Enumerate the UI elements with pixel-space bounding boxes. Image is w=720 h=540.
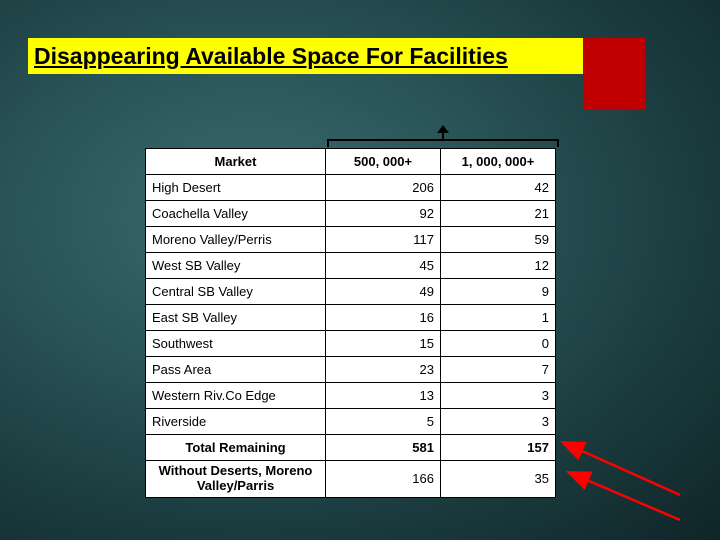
- cell-1m: 12: [441, 253, 556, 279]
- cell-500k: 13: [326, 383, 441, 409]
- col-header-market: Market: [146, 149, 326, 175]
- cell-market: West SB Valley: [146, 253, 326, 279]
- accent-block: [583, 38, 645, 110]
- page-title: Disappearing Available Space For Facilit…: [34, 43, 508, 70]
- cell-1m: 3: [441, 409, 556, 435]
- cell-market: East SB Valley: [146, 305, 326, 331]
- cell-500k: 206: [326, 175, 441, 201]
- cell-1m: 9: [441, 279, 556, 305]
- cell-500k: 5: [326, 409, 441, 435]
- table-row: East SB Valley161: [146, 305, 556, 331]
- col-header-500k: 500, 000+: [326, 149, 441, 175]
- col-header-1m: 1, 000, 000+: [441, 149, 556, 175]
- table-row: Central SB Valley499: [146, 279, 556, 305]
- cell-1m: 7: [441, 357, 556, 383]
- cell-without-label: Without Deserts, Moreno Valley/Parris: [146, 461, 326, 498]
- cell-1m: 21: [441, 201, 556, 227]
- cell-market: High Desert: [146, 175, 326, 201]
- cell-market: Central SB Valley: [146, 279, 326, 305]
- table-row: Coachella Valley9221: [146, 201, 556, 227]
- cell-total-1m: 157: [441, 435, 556, 461]
- title-bar: Disappearing Available Space For Facilit…: [28, 38, 583, 74]
- table-row: West SB Valley4512: [146, 253, 556, 279]
- cell-1m: 1: [441, 305, 556, 331]
- cell-total-500k: 581: [326, 435, 441, 461]
- cell-500k: 16: [326, 305, 441, 331]
- cell-market: Southwest: [146, 331, 326, 357]
- cell-market: Coachella Valley: [146, 201, 326, 227]
- cell-market: Pass Area: [146, 357, 326, 383]
- cell-without-1m: 35: [441, 461, 556, 498]
- cell-1m: 59: [441, 227, 556, 253]
- cell-1m: 42: [441, 175, 556, 201]
- facilities-table: Market 500, 000+ 1, 000, 000+ High Deser…: [145, 148, 556, 498]
- table-row: Southwest150: [146, 331, 556, 357]
- cell-total-label: Total Remaining: [146, 435, 326, 461]
- table-row: Riverside53: [146, 409, 556, 435]
- cell-1m: 3: [441, 383, 556, 409]
- table-row: Moreno Valley/Perris11759: [146, 227, 556, 253]
- cell-500k: 92: [326, 201, 441, 227]
- cell-without-500k: 166: [326, 461, 441, 498]
- row-without-deserts: Without Deserts, Moreno Valley/Parris166…: [146, 461, 556, 498]
- cell-500k: 117: [326, 227, 441, 253]
- cell-market: Riverside: [146, 409, 326, 435]
- table-header-row: Market 500, 000+ 1, 000, 000+: [146, 149, 556, 175]
- row-total-remaining: Total Remaining581157: [146, 435, 556, 461]
- bracket-annotation: [327, 125, 559, 147]
- table-row: Western Riv.Co Edge133: [146, 383, 556, 409]
- table-row: High Desert20642: [146, 175, 556, 201]
- cell-1m: 0: [441, 331, 556, 357]
- cell-500k: 49: [326, 279, 441, 305]
- cell-500k: 15: [326, 331, 441, 357]
- table-row: Pass Area237: [146, 357, 556, 383]
- cell-500k: 45: [326, 253, 441, 279]
- cell-market: Moreno Valley/Perris: [146, 227, 326, 253]
- cell-500k: 23: [326, 357, 441, 383]
- highlight-arrow: [568, 472, 680, 520]
- highlight-arrow: [562, 442, 680, 495]
- cell-market: Western Riv.Co Edge: [146, 383, 326, 409]
